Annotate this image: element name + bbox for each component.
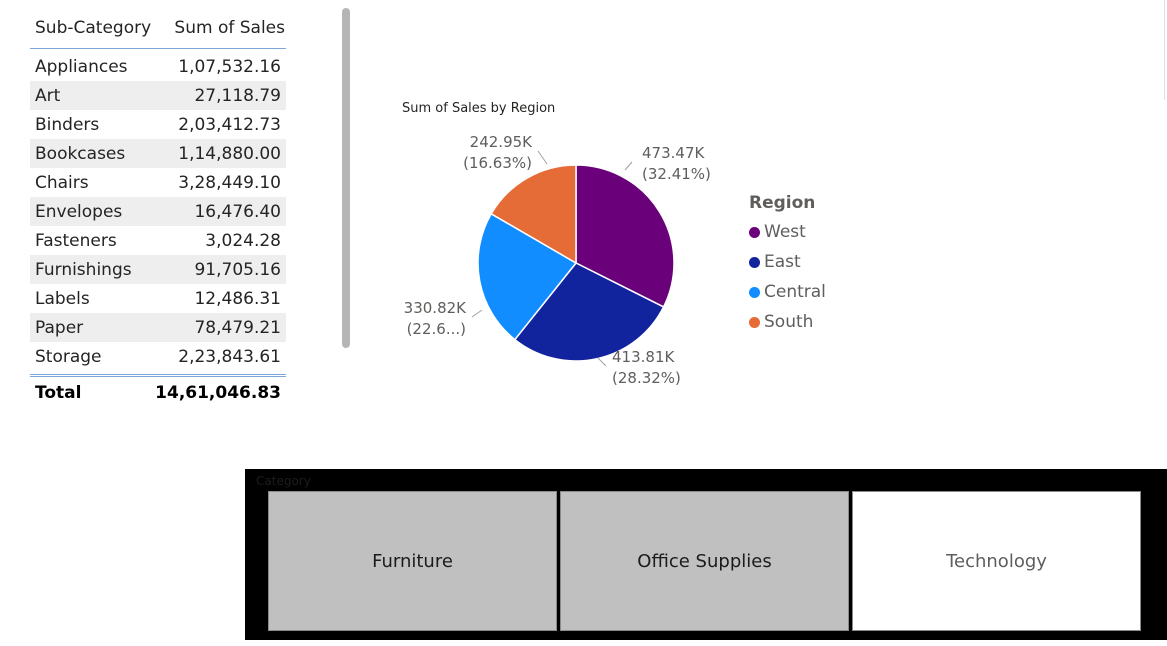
data-label-percent: (22.6...) [407, 320, 466, 338]
slicer-tile-label: Office Supplies [637, 550, 772, 572]
sales-cell: 16,476.40 [194, 201, 281, 222]
legend-label: Central [764, 282, 826, 302]
legend-item-east[interactable]: East [749, 247, 826, 277]
legend-marker-icon [749, 256, 760, 268]
legend-marker-icon [749, 316, 760, 328]
slicer-tile-label: Furniture [372, 550, 453, 572]
slicer-tile-office-supplies[interactable]: Office Supplies [560, 491, 849, 631]
data-label-value: 413.81K [612, 348, 675, 366]
legend-label: South [764, 312, 814, 332]
column-header-sum-of-sales[interactable]: Sum of Sales [174, 18, 285, 38]
category-slicer: Category Furniture Office Supplies Technol… [245, 469, 1167, 640]
sales-cell: 2,23,843.61 [178, 346, 281, 367]
sub-category-cell: Chairs [35, 172, 89, 193]
sub-category-cell: Art [35, 85, 61, 106]
column-header-sub-category[interactable]: Sub-Category [35, 18, 152, 38]
table-header: Sub-Category Sum of Sales [30, 8, 286, 49]
slicer-tile-furniture[interactable]: Furniture [268, 491, 557, 631]
sub-category-cell: Paper [35, 317, 84, 338]
legend-item-west[interactable]: West [749, 217, 826, 247]
sub-category-cell: Bookcases [35, 143, 126, 164]
leader-line [597, 357, 607, 367]
sales-cell: 1,14,880.00 [178, 143, 281, 164]
sub-category-cell: Appliances [35, 56, 128, 77]
slicer-tiles: Furniture Office Supplies Technology [268, 491, 1144, 631]
chart-title: Sum of Sales by Region [402, 101, 556, 116]
table-row[interactable]: Envelopes 16,476.40 [30, 197, 286, 226]
legend-marker-icon [749, 226, 760, 238]
legend-item-central[interactable]: Central [749, 277, 826, 307]
slicer-tile-label: Technology [946, 550, 1047, 572]
table-row[interactable]: Bookcases 1,14,880.00 [30, 139, 286, 168]
sales-cell: 3,28,449.10 [178, 172, 281, 193]
sub-category-cell: Labels [35, 288, 90, 309]
leader-line [471, 309, 483, 318]
table-scrollbar[interactable] [342, 8, 350, 348]
table-row[interactable]: Binders 2,03,412.73 [30, 110, 286, 139]
pie-chart: 473.47K (32.41%) 413.81K (28.32%) 330.82K (22… [404, 133, 711, 387]
visual-border [1164, 0, 1165, 100]
table-row[interactable]: Fasteners 3,024.28 [30, 226, 286, 255]
slicer-header: Category [256, 474, 311, 488]
sub-category-cell: Binders [35, 114, 100, 135]
data-label-percent: (32.41%) [642, 165, 711, 183]
pie-slice-central[interactable] [477, 212, 578, 341]
sales-cell: 1,07,532.16 [178, 56, 281, 77]
sub-category-cell: Storage [35, 346, 102, 367]
table-body: Appliances 1,07,532.16 Art 27,118.79 Binders… [30, 52, 286, 371]
sales-cell: 78,479.21 [194, 317, 281, 338]
leader-line [624, 161, 633, 171]
sub-category-cell: Fasteners [35, 230, 117, 251]
table-row[interactable]: Appliances 1,07,532.16 [30, 52, 286, 81]
sales-cell: 27,118.79 [194, 85, 281, 106]
legend-marker-icon [749, 286, 760, 298]
sub-category-cell: Envelopes [35, 201, 123, 222]
sales-table: Sub-Category Sum of Sales Appliances 1,07… [30, 8, 286, 409]
sales-cell: 91,705.16 [194, 259, 281, 280]
legend-title: Region [749, 193, 816, 213]
data-label-value: 330.82K [404, 299, 467, 317]
total-label: Total [35, 383, 82, 403]
total-value: 14,61,046.83 [155, 383, 281, 403]
sub-category-cell: Furnishings [35, 259, 132, 280]
data-label-value: 473.47K [642, 144, 705, 162]
table-row[interactable]: Art 27,118.79 [30, 81, 286, 110]
slicer-tile-technology[interactable]: Technology [852, 491, 1141, 631]
sales-cell: 2,03,412.73 [178, 114, 281, 135]
table-row[interactable]: Paper 78,479.21 [30, 313, 286, 342]
sales-cell: 12,486.31 [194, 288, 281, 309]
data-label-percent: (28.32%) [612, 369, 681, 387]
legend-item-south[interactable]: South [749, 307, 826, 337]
data-label-percent: (16.63%) [463, 154, 532, 172]
pie-slice-east[interactable] [513, 262, 665, 362]
sales-cell: 3,024.28 [205, 230, 281, 251]
pie-slice-west[interactable] [575, 164, 675, 308]
leader-line [537, 150, 548, 165]
pie-slice-south[interactable] [490, 164, 577, 265]
table-row[interactable]: Furnishings 91,705.16 [30, 255, 286, 284]
table-row[interactable]: Chairs 3,28,449.10 [30, 168, 286, 197]
table-row[interactable]: Labels 12,486.31 [30, 284, 286, 313]
legend-label: West [764, 222, 806, 242]
data-label-value: 242.95K [470, 133, 533, 151]
table-row[interactable]: Storage 2,23,843.61 [30, 342, 286, 371]
chart-legend: Region West East Central South [749, 193, 826, 337]
legend-label: East [764, 252, 801, 272]
table-total-row: Total 14,61,046.83 [30, 374, 286, 409]
